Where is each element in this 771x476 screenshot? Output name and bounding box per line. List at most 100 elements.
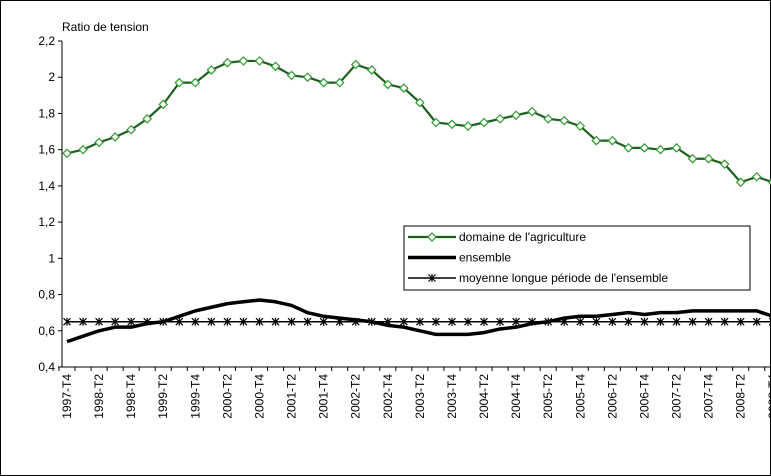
diamond-marker [735,177,746,188]
star-marker [576,317,585,326]
x-tick-label: 2001-T2 [285,374,299,419]
x-tick-label: 2002-T4 [381,374,395,419]
diamond-marker [62,148,72,159]
diamond-marker [222,57,233,68]
plot-area [62,56,771,344]
diamond-marker [719,159,730,170]
diamond-marker [511,110,521,121]
star-marker [672,317,681,326]
star-marker [351,317,360,326]
diamond-marker [639,143,650,153]
star-marker [528,317,537,326]
x-tick-label: 1999-T4 [188,374,202,419]
x-tick-label: 1997-T4 [60,374,74,419]
y-axis-title: Ratio de tension [62,20,149,34]
x-tick-label: 1999-T2 [156,374,170,419]
star-marker [239,317,248,326]
x-tick-label: 2007-T4 [702,374,716,419]
legend-label: moyenne longue période de l'ensemble [459,271,668,285]
star-marker [544,317,553,326]
diamond-marker [415,97,425,108]
x-tick-label: 2008-T4 [766,374,771,419]
star-marker [111,317,120,326]
star-marker [431,317,440,326]
y-tick-label: 1,4 [38,179,55,193]
star-marker [448,317,456,326]
x-tick-label: 2007-T2 [670,374,684,419]
diamond-marker [543,114,554,124]
diamond-marker [126,124,137,135]
x-tick-label: 2003-T2 [413,374,427,419]
star-marker [143,317,152,326]
x-tick-label: 2006-T4 [637,374,651,419]
star-marker [428,274,436,282]
diamond-marker [174,77,185,88]
diamond-marker [382,79,393,90]
y-tick-label: 1,6 [38,143,55,157]
diamond-marker [495,114,505,124]
star-marker [656,317,665,326]
x-tick-label: 2003-T4 [445,374,459,419]
diamond-marker [427,232,437,242]
star-marker [319,317,328,326]
diamond-marker [671,143,682,153]
diamond-marker [447,119,457,130]
diamond-marker [687,153,698,164]
x-tick-label: 2000-T2 [220,374,234,419]
star-marker [496,317,505,326]
diamond-marker [142,114,153,124]
y-tick-label: 0,8 [38,288,55,302]
star-marker [688,317,697,326]
legend-label: domaine de l'agriculture [459,230,586,244]
star-marker [592,317,601,326]
diamond-marker [190,77,201,88]
diamond-marker [238,56,249,66]
diamond-marker [527,106,538,117]
star-marker [95,317,104,326]
y-tick-label: 0,6 [38,324,55,338]
star-marker [704,317,713,326]
star-marker [624,317,633,326]
x-tick-label: 1998-T2 [92,374,106,419]
x-tick-label: 2001-T4 [317,374,331,419]
star-marker [640,317,649,326]
diamond-marker [302,72,313,83]
star-marker [736,317,745,326]
star-marker [255,317,264,326]
star-marker [383,317,392,326]
diamond-marker [703,153,714,164]
star-marker [223,317,232,326]
star-marker [367,317,376,326]
star-marker [63,317,71,326]
x-tick-label: 2006-T2 [605,374,619,419]
diamond-marker [286,70,297,81]
diamond-marker [318,77,329,88]
star-marker [480,317,488,326]
diamond-marker [479,117,489,128]
diamond-marker [623,143,634,153]
diamond-marker [751,171,762,182]
star-marker [79,317,87,326]
y-tick-label: 1,2 [38,215,55,229]
star-marker [191,317,200,326]
x-tick-label: 2000-T4 [252,374,266,419]
x-tick-label: 2004-T2 [477,374,491,419]
y-tick-label: 0,4 [38,360,55,374]
diamond-marker [655,144,666,155]
diamond-marker [94,137,104,148]
star-marker [608,317,617,326]
diamond-marker [350,59,361,70]
star-marker [752,317,761,326]
star-marker [560,317,569,326]
series-line [66,298,771,344]
diamond-marker [575,121,586,131]
diamond-marker [591,135,602,146]
diamond-marker [366,65,377,75]
star-marker [287,317,296,326]
legend-label: ensemble [459,251,511,265]
diamond-marker [334,77,345,88]
y-tick-label: 2,2 [38,34,55,48]
y-tick-label: 1 [48,251,55,265]
diamond-marker [463,121,473,131]
